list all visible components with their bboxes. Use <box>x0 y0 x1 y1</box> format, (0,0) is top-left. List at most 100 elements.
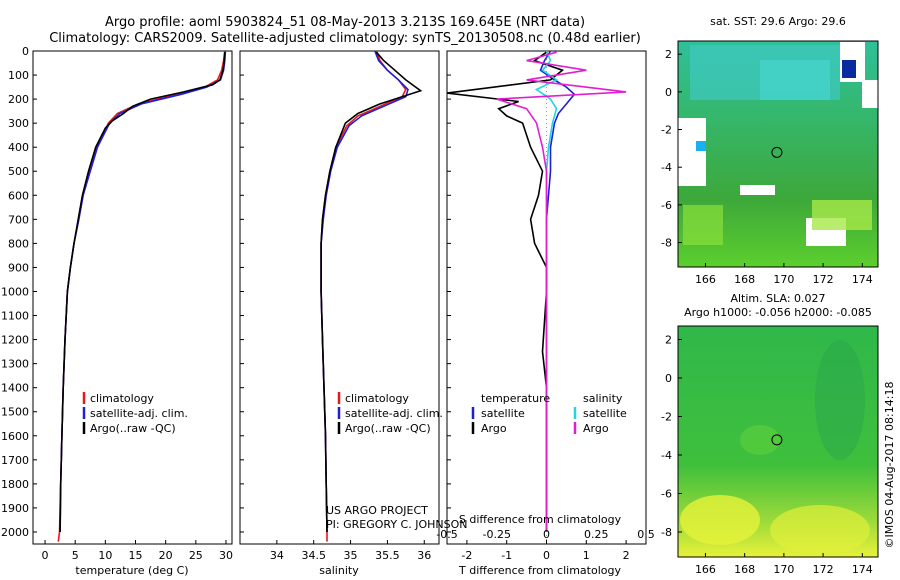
depth-tick-label: 1900 <box>1 502 29 515</box>
legend-label-argo: Argo(..raw -QC) <box>90 422 176 435</box>
depth-tick-label: 1800 <box>1 478 29 491</box>
depth-tick-label: 800 <box>8 237 29 250</box>
depth-tick-label: 200 <box>8 93 29 106</box>
salinity-xlabel: salinity <box>319 564 359 577</box>
map-y-tick-label: 0 <box>665 372 672 385</box>
depth-tick-label: 1200 <box>1 334 29 347</box>
series-line-argo-raw-qc- <box>320 51 423 533</box>
temperature-legend: climatology satellite-adj. clim. Argo(..… <box>82 392 188 435</box>
depth-tick-label: 1300 <box>1 358 29 371</box>
map-x-tick-label: 170 <box>773 273 794 286</box>
depth-axis: 0 100 200 300 400 500 600 700 800 900 1000 1100 1200… <box>1 45 451 539</box>
sst-warm-patch <box>683 205 723 245</box>
sst-cloud-mask <box>740 185 775 195</box>
sst-map-frame <box>677 40 879 268</box>
salinity-panel-frame <box>239 50 440 545</box>
map-x-tick-label: 166 <box>695 563 716 576</box>
sla-map-title: Altim. SLA: 0.027 <box>730 292 825 305</box>
map-y-tick-label: -6 <box>661 199 672 212</box>
legend-label-satellite: satellite-adj. clim. <box>90 407 188 420</box>
x-tick-label: 20 <box>159 549 173 562</box>
map-x-tick-label: 172 <box>813 563 834 576</box>
map-x-tick-label: 168 <box>734 273 755 286</box>
sst-cold-spot <box>842 60 856 78</box>
map-y-tick-label: -4 <box>661 161 672 174</box>
project-credit: US ARGO PROJECT <box>326 504 428 517</box>
map-x-tick-label: 166 <box>695 273 716 286</box>
depth-tick-label: 700 <box>8 213 29 226</box>
imos-side-label: ©IMOS 04-Aug-2017 08:14:18 <box>883 382 896 549</box>
legend-label-sal-satellite: satellite <box>583 407 627 420</box>
map-y-tick-label: -6 <box>661 487 672 500</box>
sst-cloud-mask <box>678 118 706 186</box>
sla-anomaly-patch <box>815 340 865 460</box>
x-axis-ticks: -2 -1 0 1 2 -0.5 -0.25 0 0.25 0.5 0 5 10 15 20 25 30 34 34… <box>42 528 655 562</box>
depth-tick-label: 1600 <box>1 430 29 443</box>
x-tick-label: 35.5 <box>375 549 400 562</box>
sst-map-title: sat. SST: 29.6 Argo: 29.6 <box>710 15 846 28</box>
sla-map-field <box>678 326 878 557</box>
map-y-tick-label: 2 <box>665 48 672 61</box>
sla-anomaly-patch <box>740 425 780 455</box>
map-y-tick-label: -8 <box>661 526 672 539</box>
map-y-tick-label: 2 <box>665 333 672 346</box>
sst-map-field <box>678 41 878 267</box>
sla-anomaly-patch <box>770 505 870 555</box>
map-x-tick-label: 170 <box>773 563 794 576</box>
sst-cold-spot <box>696 141 706 151</box>
legend-label-sal-argo: Argo <box>583 422 609 435</box>
x-tick-label: 2 <box>623 549 630 562</box>
depth-tick-label: 500 <box>8 165 29 178</box>
legend-header-temperature: temperature <box>481 392 550 405</box>
s-tick-label: 0 <box>543 528 550 541</box>
sst-argo-position-marker <box>771 146 783 158</box>
x-tick-label: 34.5 <box>301 549 326 562</box>
depth-tick-label: 1100 <box>1 310 29 323</box>
map-y-tick-label: -4 <box>661 449 672 462</box>
series-line-salinity-argo <box>496 51 627 532</box>
legend-label-temp-satellite: satellite <box>481 407 525 420</box>
depth-tick-label: 1700 <box>1 454 29 467</box>
series-line-argo-raw-qc- <box>59 52 226 533</box>
depth-tick-label: 100 <box>8 69 29 82</box>
figure-title-line1: Argo profile: aoml 5903824_51 08-May-201… <box>105 15 585 30</box>
map-y-tick-label: -8 <box>661 237 672 250</box>
legend-label-temp-argo: Argo <box>481 422 507 435</box>
series-line-climatology <box>57 50 226 542</box>
salinity-legend: climatology satellite-adj. clim. Argo(..… <box>337 392 443 435</box>
map-x-tick-label: 174 <box>852 563 873 576</box>
figure-title-line2: Climatology: CARS2009. Satellite-adjuste… <box>49 31 641 46</box>
map-x-tick-label: 172 <box>813 273 834 286</box>
depth-tick-label: 600 <box>8 189 29 202</box>
depth-tick-label: 1000 <box>1 285 29 298</box>
temperature-series <box>57 50 227 542</box>
series-line-temperature-satellite <box>539 50 576 532</box>
x-tick-label: -1 <box>501 549 512 562</box>
x-tick-label: 15 <box>129 549 143 562</box>
s-difference-xlabel: S difference from climatology <box>459 513 622 526</box>
pi-credit: PI: GREGORY C. JOHNSON <box>326 518 467 531</box>
t-difference-xlabel: T difference from climatology <box>458 564 621 577</box>
series-line-climatology <box>320 50 407 542</box>
s-tick-label: 0.5 <box>637 528 655 541</box>
temperature-xlabel: temperature (deg C) <box>75 564 188 577</box>
depth-tick-label: 0 <box>22 45 29 58</box>
difference-legend: temperature salinity satellite Argo sate… <box>471 392 627 435</box>
x-tick-label: 35 <box>344 549 358 562</box>
map-x-tick-label: 168 <box>734 563 755 576</box>
map-y-tick-label: -2 <box>661 124 672 137</box>
s-tick-label: -0.25 <box>483 528 511 541</box>
legend-label-argo: Argo(..raw -QC) <box>345 422 431 435</box>
depth-tick-label: 1400 <box>1 382 29 395</box>
sla-argo-position-marker <box>771 434 783 446</box>
x-tick-label: 1 <box>583 549 590 562</box>
x-tick-label: 0 <box>543 549 550 562</box>
series-line-temperature-argo <box>446 51 565 532</box>
sst-cloud-mask <box>862 80 878 108</box>
x-tick-label: 34 <box>270 549 284 562</box>
x-tick-label: 5 <box>72 549 79 562</box>
map-y-tick-label: -2 <box>661 410 672 423</box>
legend-label-climatology: climatology <box>345 392 409 405</box>
sla-map-subtitle: Argo h1000: -0.056 h2000: -0.085 <box>684 306 872 319</box>
x-tick-label: 0 <box>42 549 49 562</box>
